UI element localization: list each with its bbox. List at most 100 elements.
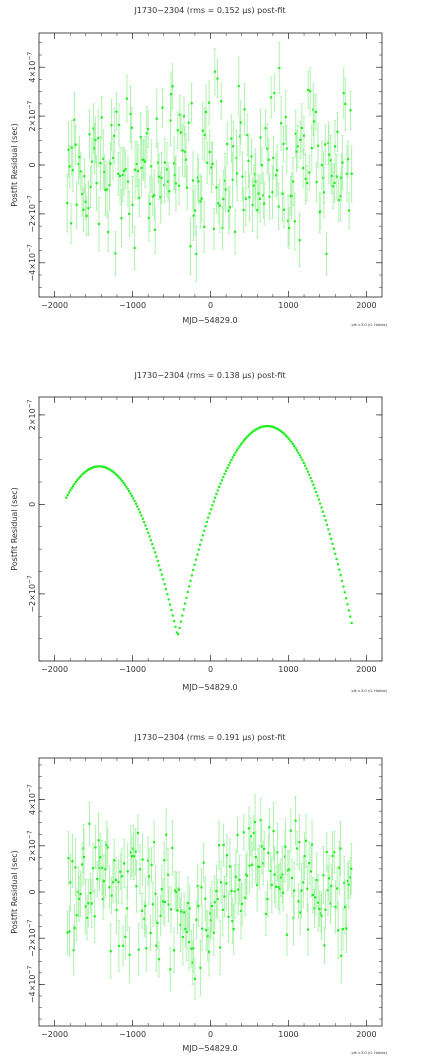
data-point xyxy=(254,180,257,183)
data-point xyxy=(262,194,265,197)
data-point xyxy=(306,928,310,931)
data-point xyxy=(279,429,282,433)
data-point xyxy=(349,615,352,618)
data-point xyxy=(212,500,215,503)
data-point xyxy=(73,926,76,930)
data-point xyxy=(132,497,135,500)
data-point xyxy=(213,70,216,73)
data-point xyxy=(245,874,249,877)
data-point xyxy=(89,467,92,470)
data-point xyxy=(207,516,210,519)
data-point xyxy=(309,870,313,873)
data-point xyxy=(323,514,326,518)
y-tick-label: 0 xyxy=(28,502,37,507)
data-point xyxy=(185,596,188,599)
data-point xyxy=(258,865,261,868)
data-point xyxy=(183,602,187,605)
data-point xyxy=(153,194,156,197)
data-point xyxy=(330,884,333,888)
data-point xyxy=(248,864,251,867)
data-point xyxy=(95,182,98,185)
data-point xyxy=(83,175,86,178)
data-point xyxy=(272,156,275,159)
data-point xyxy=(250,431,254,434)
chart-2-points-layer xyxy=(65,424,353,636)
data-point xyxy=(228,206,231,209)
data-point xyxy=(171,85,174,88)
data-point xyxy=(71,169,75,172)
data-point xyxy=(241,175,244,178)
data-point xyxy=(169,968,172,971)
data-point xyxy=(317,901,320,904)
data-point xyxy=(222,475,225,479)
data-point xyxy=(170,608,173,612)
data-point xyxy=(325,850,328,854)
data-point xyxy=(254,173,257,176)
data-point xyxy=(216,898,219,901)
data-point xyxy=(110,894,113,897)
data-point xyxy=(222,197,225,201)
data-point xyxy=(135,162,138,166)
data-point xyxy=(313,487,316,490)
data-point xyxy=(242,439,245,442)
data-point xyxy=(112,471,116,474)
data-point xyxy=(322,176,325,179)
data-point xyxy=(308,473,311,476)
data-point xyxy=(333,851,336,854)
data-point xyxy=(120,217,123,220)
chart-1-credit: plk v.3.0 (G. Hobbs) xyxy=(351,323,387,327)
data-point xyxy=(197,548,200,551)
data-point xyxy=(238,878,241,882)
data-point xyxy=(104,466,107,469)
chart-2-yticks: −2×10−7 0 2×10−7 xyxy=(27,399,382,662)
data-point xyxy=(296,847,299,850)
data-point xyxy=(253,429,256,432)
data-point xyxy=(210,904,214,908)
data-point xyxy=(331,854,334,858)
data-point xyxy=(185,930,188,934)
data-point xyxy=(282,208,286,211)
data-point xyxy=(82,847,85,850)
data-point xyxy=(128,212,131,215)
data-point xyxy=(233,453,236,457)
data-point xyxy=(117,880,120,883)
y-tick-label: 2×10−7 xyxy=(27,399,38,430)
data-point xyxy=(223,472,226,476)
data-point xyxy=(67,148,70,151)
data-point xyxy=(88,822,91,825)
data-point xyxy=(85,469,88,472)
data-point xyxy=(342,585,345,588)
data-point xyxy=(167,180,170,183)
data-point xyxy=(276,851,279,854)
data-point xyxy=(135,885,138,888)
data-point xyxy=(257,426,260,430)
data-point xyxy=(287,219,290,222)
data-point xyxy=(287,226,291,230)
chart-1-points-layer xyxy=(65,41,354,282)
data-point xyxy=(157,958,161,961)
chart-3-points-layer xyxy=(66,794,353,1000)
data-point xyxy=(227,464,230,467)
panel-2: J1730−2304 (rms = 0.138 μs) post-fit −20… xyxy=(10,371,388,693)
data-point xyxy=(197,180,200,183)
data-point xyxy=(234,875,238,878)
data-point xyxy=(192,947,195,950)
data-point xyxy=(103,466,106,469)
data-point xyxy=(235,172,239,175)
data-point xyxy=(119,870,122,873)
data-point xyxy=(133,246,136,250)
data-point xyxy=(131,203,134,206)
data-point xyxy=(323,944,326,947)
data-point xyxy=(225,854,229,857)
data-point xyxy=(224,188,227,191)
data-point xyxy=(109,950,112,953)
data-point xyxy=(316,144,320,147)
data-point xyxy=(347,609,350,612)
data-point xyxy=(96,465,99,468)
data-point xyxy=(231,178,234,181)
data-point xyxy=(290,194,293,198)
data-point xyxy=(275,427,278,430)
x-tick-label: −1000 xyxy=(119,301,146,310)
data-point xyxy=(121,944,125,947)
data-point xyxy=(240,902,244,906)
